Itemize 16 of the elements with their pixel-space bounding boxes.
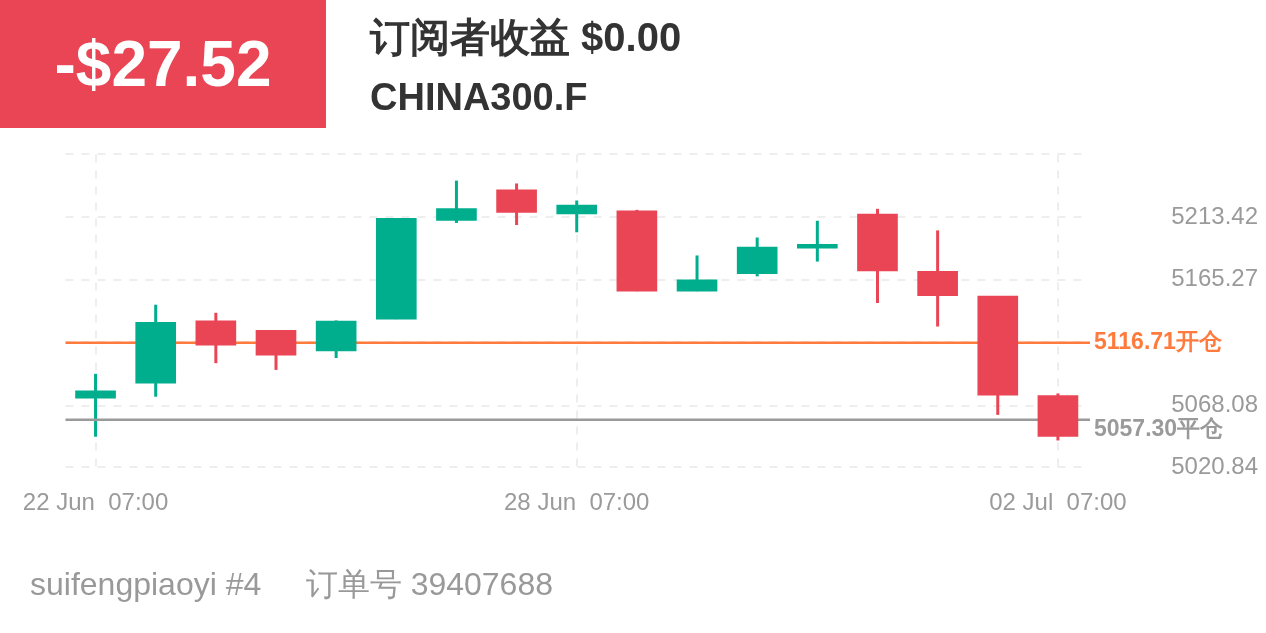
chart-subtitle: CHINA300.F [370,76,588,119]
candlestick [797,219,838,262]
x-tick-label: 22 Jun 07:00 [22,488,169,516]
ref-line-label: 5116.71开仓 [1094,327,1223,354]
y-tick-label: 5068.08 [1171,390,1258,418]
y-tick-label: 5165.27 [1171,264,1258,292]
y-tick-label: 5213.42 [1171,201,1258,229]
y-tick-label: 5020.84 [1171,451,1258,479]
candlestick [75,372,116,437]
candlestick [556,200,598,233]
x-tick-label: 02 Jul 07:00 [989,488,1127,516]
text: -$27.52 [0,0,326,128]
chart-title: 订阅者收益 $0.00 [370,14,682,61]
x-tick-label: 28 Jun 07:00 [504,488,650,516]
ref-line-label: 5057.30平仓 [1094,415,1225,442]
text: suifengpiaoyi #4 订单号 39407688 [30,565,553,604]
